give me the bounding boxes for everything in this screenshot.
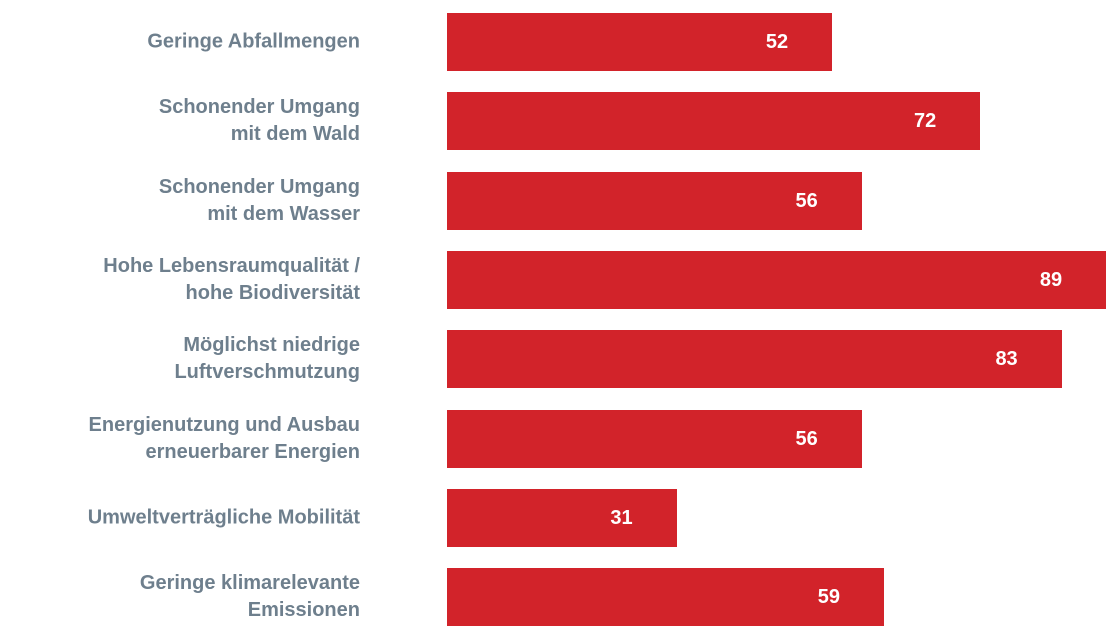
category-label: Schonender Umgang mit dem Wasser (158, 175, 360, 225)
category-label: Hohe Lebensraumqualität / hohe Biodivers… (103, 254, 360, 304)
bar (447, 409, 862, 468)
value-label: 59 (817, 586, 840, 609)
category-label: Geringe klimarelevante Emissionen (139, 572, 360, 622)
bar (447, 171, 862, 230)
bar (447, 568, 884, 626)
bar (447, 92, 981, 151)
bar (447, 488, 677, 547)
value-label: 72 (913, 110, 937, 133)
value-label: 56 (795, 189, 818, 212)
value-label: 31 (610, 506, 633, 529)
category-label: Umweltverträgliche Mobilität (87, 506, 360, 529)
value-label: 89 (1039, 268, 1063, 291)
category-label: Möglichst niedrige Luftverschmutzung (174, 334, 360, 384)
category-label: Schonender Umgang mit dem Wald (158, 96, 360, 146)
bar (447, 250, 1106, 309)
category-label: Geringe Abfallmengen (147, 30, 360, 53)
value-label: 56 (795, 427, 818, 450)
category-label: Energienutzung und Ausbau erneuerbarer E… (88, 413, 360, 463)
value-label: 52 (765, 31, 789, 53)
bar (447, 13, 833, 71)
bar (447, 330, 1062, 389)
value-label: 83 (995, 348, 1018, 371)
